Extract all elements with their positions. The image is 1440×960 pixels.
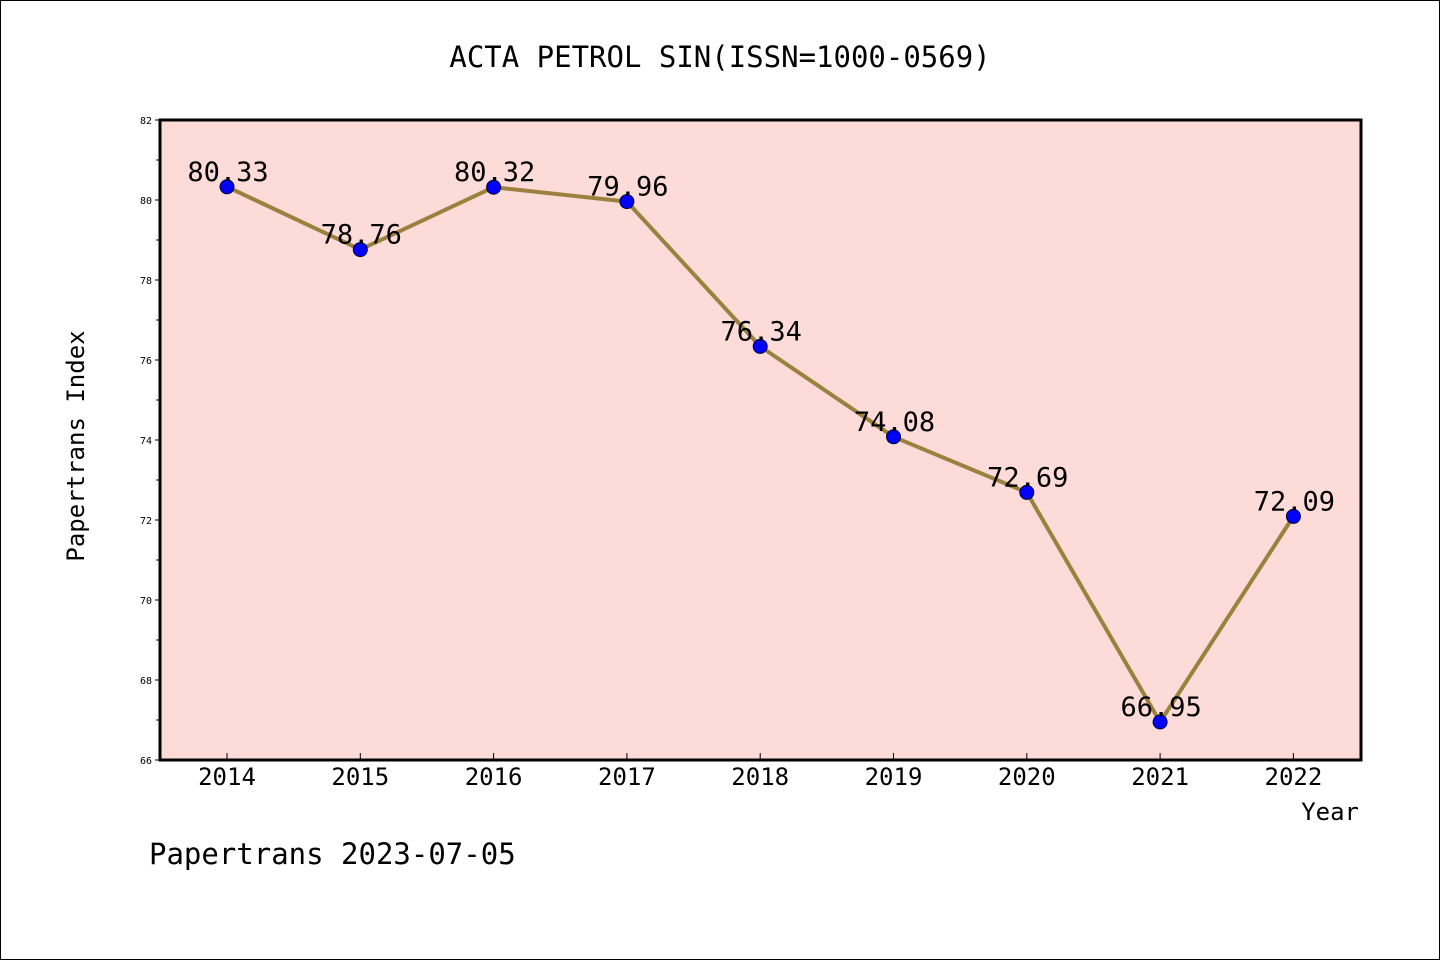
x-tick-label: 2018 [731, 763, 789, 791]
x-tick-label: 2017 [598, 763, 656, 791]
y-axis-label: Papertrans Index [62, 330, 90, 561]
x-axis-label: Year [1301, 798, 1359, 826]
y-tick-label: 74 [140, 436, 152, 447]
y-tick-label: 68 [140, 676, 152, 687]
data-point-marker [1019, 484, 1035, 500]
data-label: 74.08 [854, 407, 935, 438]
x-tick-label: 2022 [1265, 763, 1323, 791]
data-label: 72.09 [1254, 486, 1335, 517]
data-label: 76.34 [721, 316, 802, 347]
y-tick-label: 78 [140, 276, 152, 287]
y-axis-ticks: 66 68 70 72 74 76 78 80 82 [140, 116, 160, 767]
data-labels: 80.33 78.76 80.32 79.96 76.34 74.08 72.69 66.95… [187, 157, 1335, 723]
data-point-marker [752, 338, 768, 354]
plot-area [160, 120, 1361, 760]
x-tick-label: 2021 [1131, 763, 1189, 791]
data-point-marker [886, 429, 901, 445]
y-tick-label: 76 [140, 356, 152, 367]
plot-border [158, 118, 1363, 762]
data-label: 80.32 [454, 157, 535, 188]
data-point-marker [1152, 714, 1168, 730]
data-label: 80.33 [187, 157, 268, 188]
chart-title: ACTA PETROL SIN(ISSN=1000-0569) [449, 40, 990, 74]
y-tick-label: 72 [140, 516, 152, 527]
data-label: 79.96 [587, 172, 668, 203]
data-label: 78.76 [321, 220, 402, 251]
data-label: 66.95 [1120, 692, 1201, 723]
y-tick-label: 80 [140, 196, 152, 207]
data-label: 72.69 [987, 462, 1068, 493]
x-tick-label: 2015 [331, 763, 389, 791]
data-point-marker [486, 179, 502, 195]
data-point-marker [219, 179, 235, 195]
y-tick-label: 66 [140, 756, 152, 767]
x-tick-label: 2016 [465, 763, 523, 791]
footer-text: Papertrans 2023-07-05 [149, 837, 516, 871]
data-point-marker [619, 194, 635, 210]
data-point-marker [1285, 508, 1301, 524]
x-tick-label: 2020 [998, 763, 1056, 791]
x-tick-label: 2014 [198, 763, 256, 791]
y-tick-label: 70 [140, 596, 152, 607]
x-axis-ticks: 2014 2015 2016 2017 2018 2019 2020 2021 2022 [198, 753, 1322, 791]
x-tick-label: 2019 [865, 763, 923, 791]
y-tick-label: 82 [140, 116, 152, 127]
data-markers [219, 179, 1301, 730]
data-point-marker [352, 242, 368, 258]
